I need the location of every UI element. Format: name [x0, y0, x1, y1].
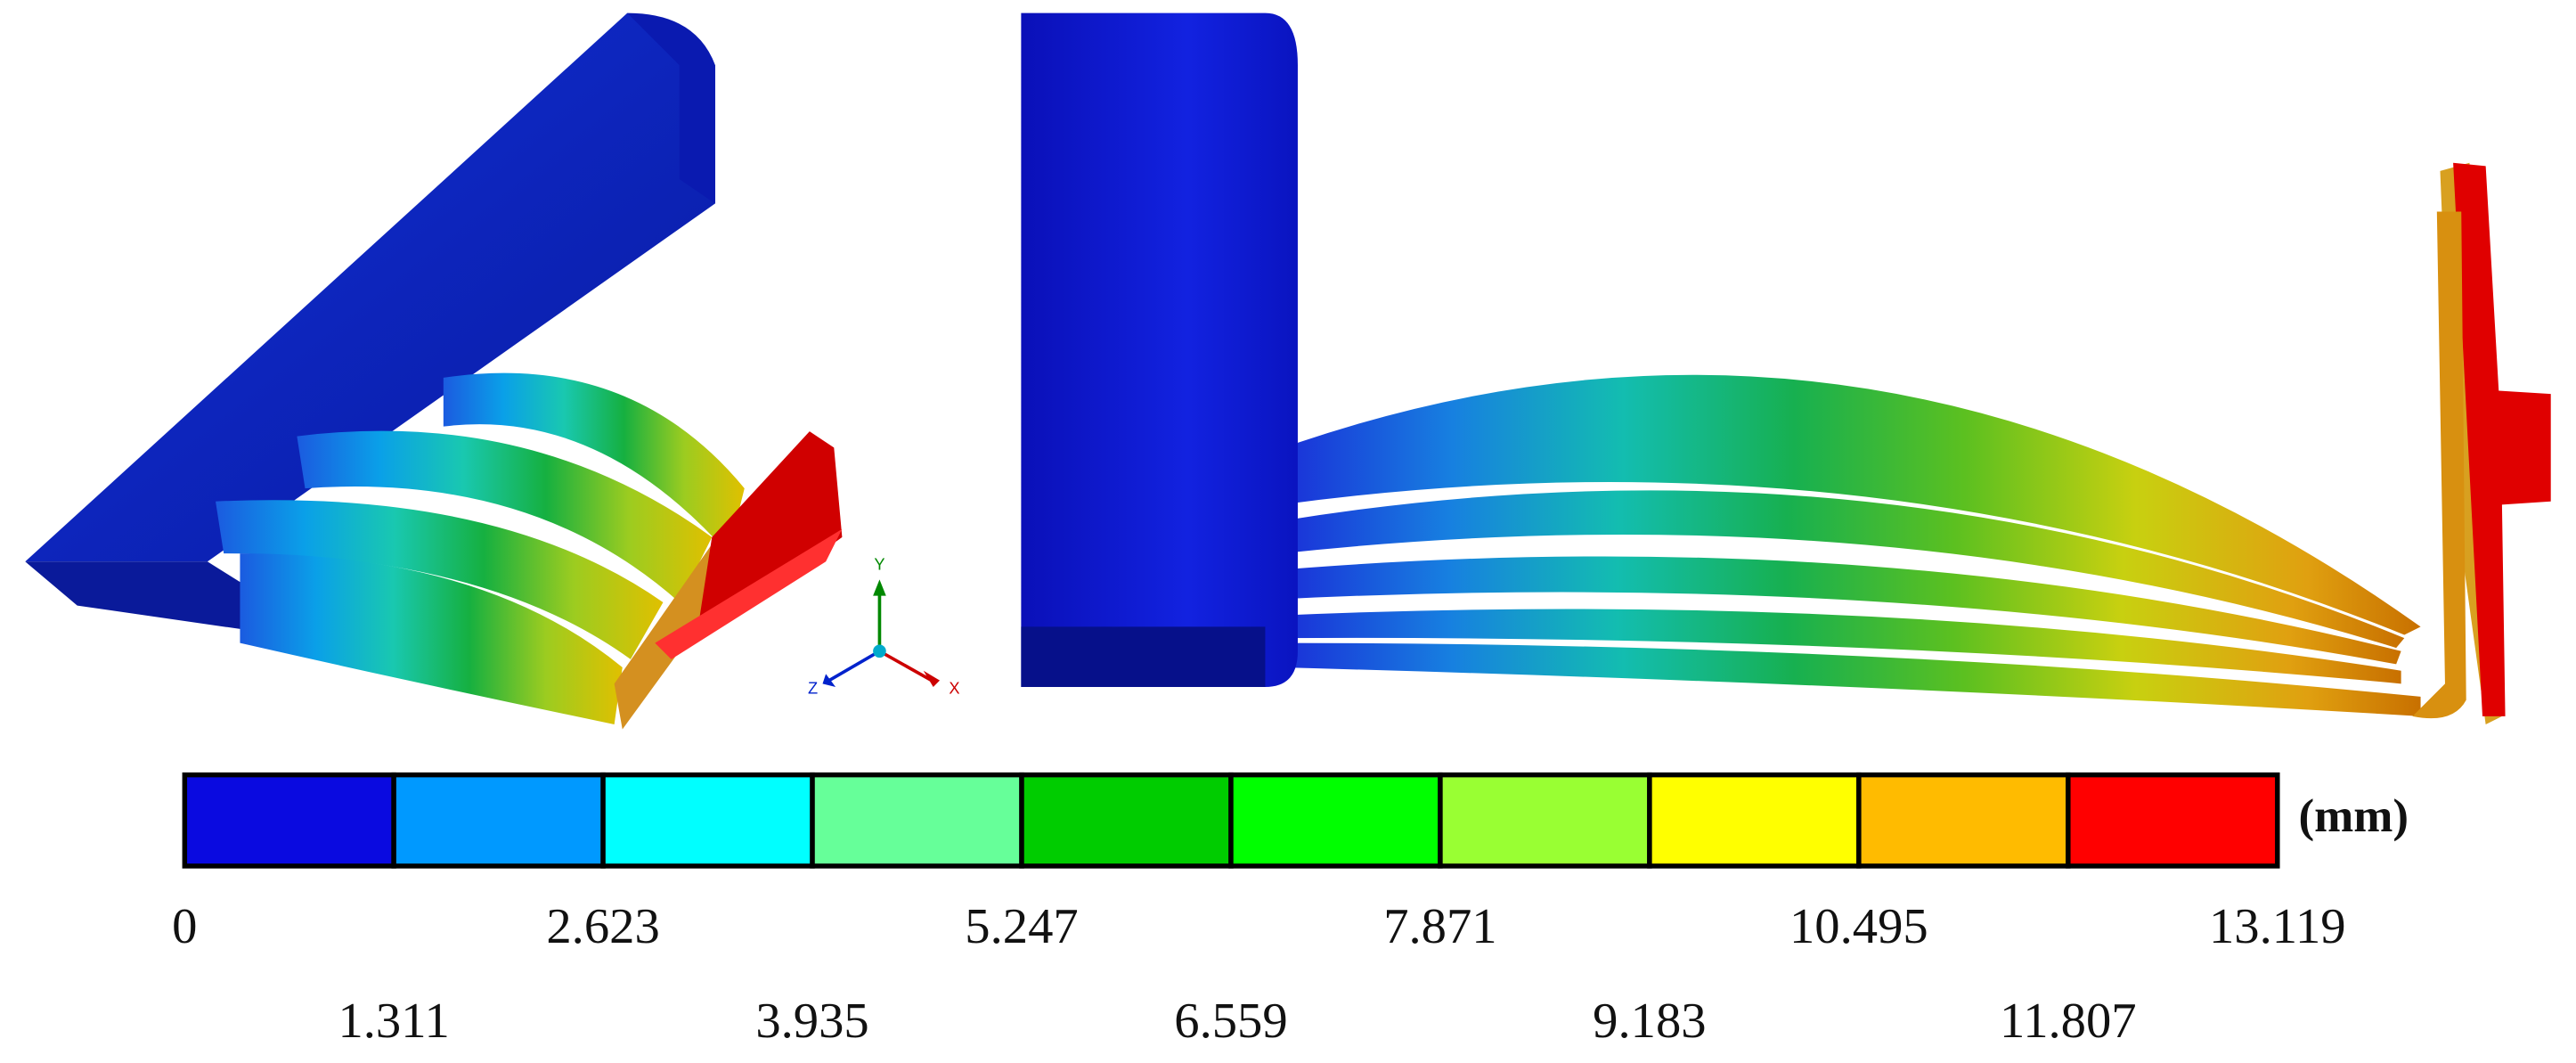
colorbar-tick-label: 2.623 [546, 899, 659, 954]
colorbar-segment [810, 772, 1024, 869]
colorbar-segment [391, 772, 606, 869]
colorbar-tick-label: 6.559 [1174, 993, 1287, 1049]
colorbar-segment [1228, 772, 1443, 869]
colorbar-tick-label: 10.495 [1789, 899, 1928, 954]
triad-label: X [949, 678, 959, 697]
colorbar-segment [1438, 772, 1652, 869]
colorbar-tick-label: 9.183 [1593, 993, 1706, 1049]
axis-triad: Y X Z [808, 554, 960, 697]
colorbar-segment [1647, 772, 1862, 869]
colorbar-tick-label: 1.311 [338, 993, 449, 1049]
colorbar-segment [1856, 772, 2071, 869]
colorbar-tick-label: 3.935 [755, 993, 868, 1049]
colorbar-segment [2066, 772, 2280, 869]
colorbar-segment [182, 772, 396, 869]
triad-label: Z [808, 678, 818, 697]
colorbar-unit: (mm) [2299, 790, 2409, 842]
colorbar-segment [600, 772, 815, 869]
right-model [1021, 12, 2551, 724]
colorbar-segment [1019, 772, 1234, 869]
colorbar-tick-label: 7.871 [1383, 899, 1496, 954]
colorbar-tick-label: 0 [172, 899, 197, 954]
colorbar-tick-label: 13.119 [2209, 899, 2346, 954]
colorbar-tick-label: 5.247 [965, 899, 1078, 954]
colorbar-tick-label: 11.807 [2000, 993, 2137, 1049]
left-model [25, 12, 843, 730]
colorbar: 0 1.311 2.623 3.935 5.247 6.559 7.871 9.183 10.4… [172, 772, 2346, 1049]
triad-label: Y [874, 554, 884, 573]
